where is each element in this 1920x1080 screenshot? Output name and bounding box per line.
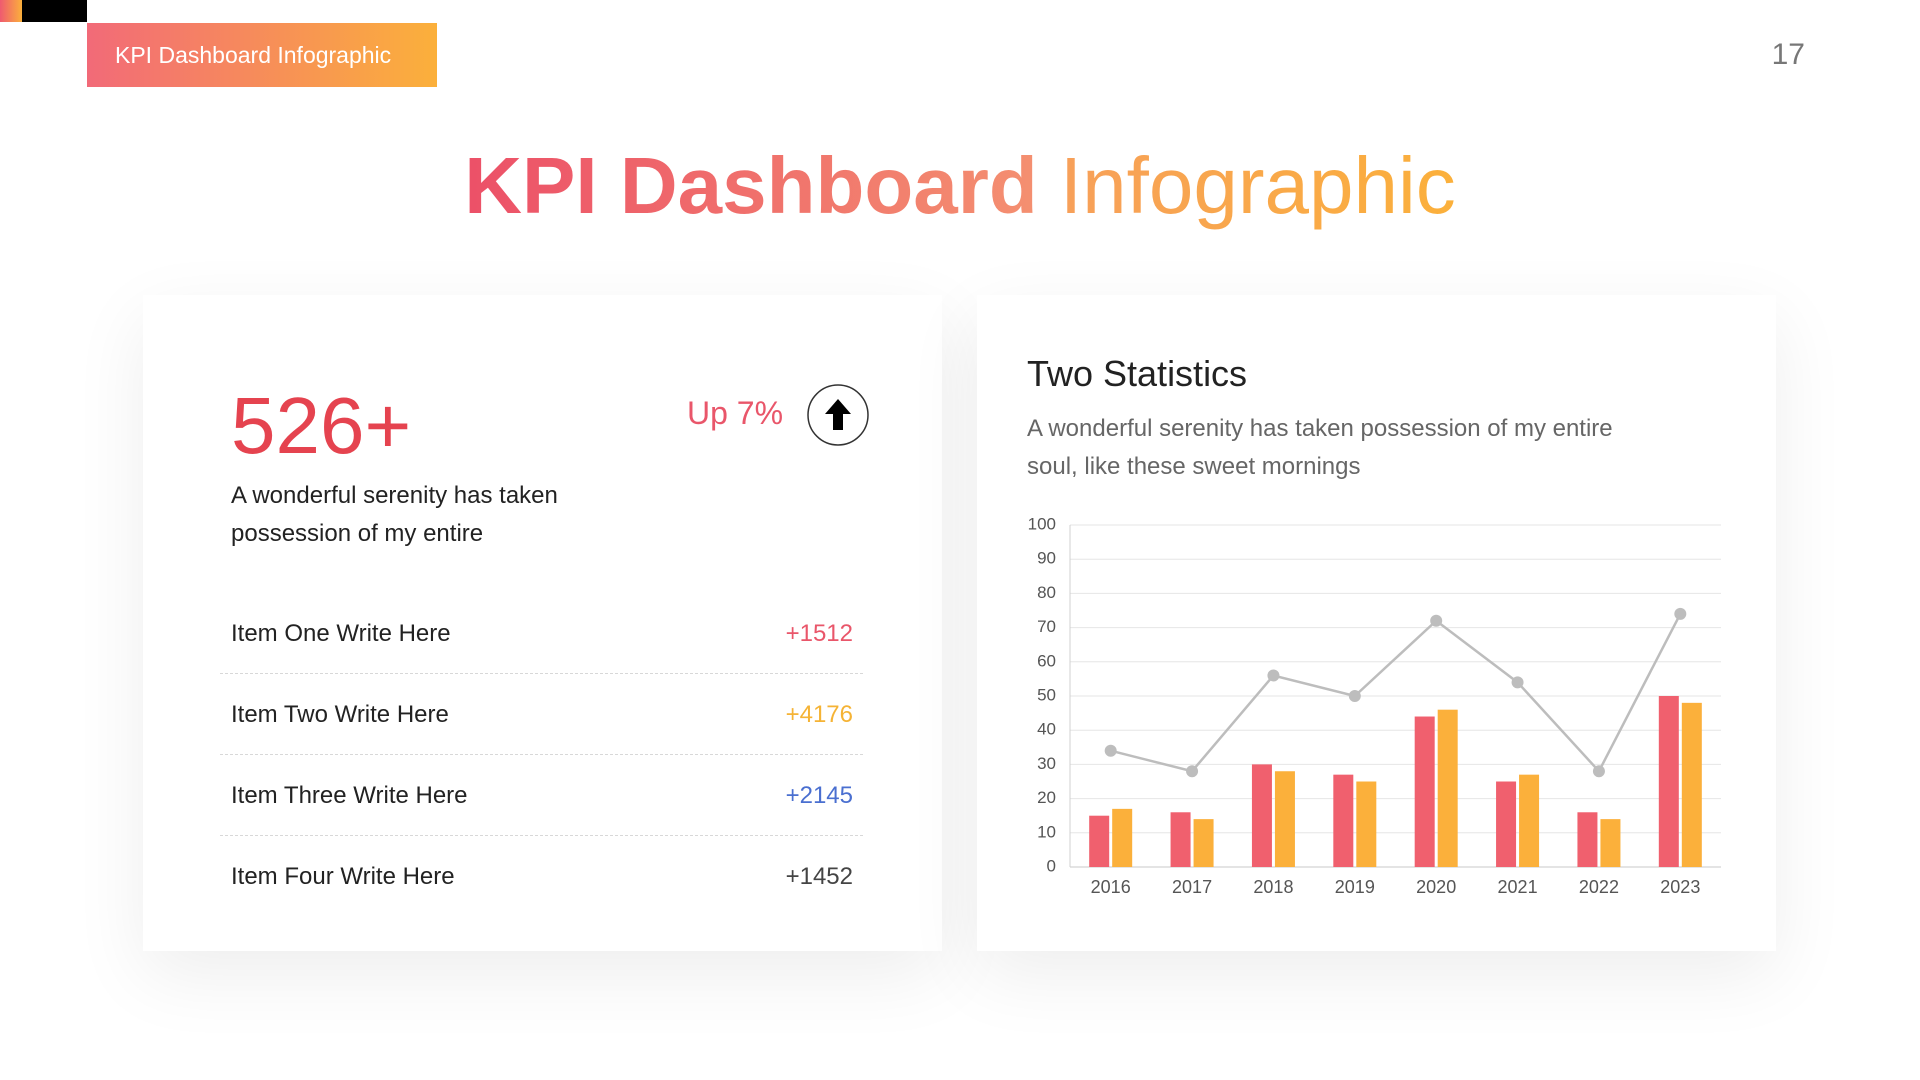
up-arrow-icon — [807, 384, 869, 446]
item-value: +1512 — [785, 620, 853, 647]
bar — [1333, 774, 1354, 867]
title: KPI Dashboard Infographic — [0, 138, 1920, 234]
item-label: Item Three Write Here — [231, 782, 468, 809]
summary-description: possession of my entire — [231, 520, 484, 547]
bar — [1274, 771, 1295, 867]
line-point — [1511, 676, 1524, 689]
bar — [1658, 696, 1679, 867]
bar — [1519, 774, 1540, 867]
line-point — [1267, 669, 1280, 682]
chart-subtitle: soul, like these sweet mornings — [1027, 453, 1361, 480]
item-label: Item Four Write Here — [231, 863, 455, 890]
summary-description: A wonderful serenity has taken — [231, 482, 558, 509]
chart-subtitle: A wonderful serenity has taken possessio… — [1027, 415, 1613, 442]
divider — [220, 754, 863, 755]
y-tick-label: 20 — [1037, 788, 1056, 807]
x-tick-label: 2018 — [1253, 877, 1293, 897]
y-tick-label: 70 — [1037, 617, 1056, 636]
divider — [220, 835, 863, 836]
corner-accent — [0, 0, 22, 22]
summary-figure: 526+ — [231, 381, 412, 470]
bar — [1681, 702, 1702, 867]
y-tick-label: 50 — [1037, 685, 1056, 704]
y-tick-label: 80 — [1037, 583, 1056, 602]
chart-title: Two Statistics — [1027, 353, 1248, 394]
line — [1110, 613, 1682, 774]
x-tick-label: 2023 — [1660, 877, 1700, 897]
item-label: Item Two Write Here — [231, 701, 449, 728]
bar — [1600, 819, 1621, 867]
x-tick-label: 2019 — [1335, 877, 1375, 897]
y-tick-label: 60 — [1037, 651, 1056, 670]
x-tick-label: 2020 — [1416, 877, 1456, 897]
bar — [1170, 812, 1191, 867]
bar — [1437, 709, 1458, 867]
item-value: +4176 — [785, 701, 853, 728]
line-point — [1430, 614, 1443, 627]
y-tick-label: 30 — [1037, 754, 1056, 773]
divider — [220, 673, 863, 674]
bar — [1496, 781, 1517, 867]
bar — [1251, 764, 1272, 867]
bar — [1089, 815, 1110, 867]
x-tick-label: 2021 — [1498, 877, 1538, 897]
y-tick-label: 90 — [1037, 549, 1056, 568]
chart-card: Two Statistics A wonderful serenity has … — [977, 295, 1776, 951]
x-tick-label: 2022 — [1579, 877, 1619, 897]
summary-change: Up 7% — [687, 395, 784, 431]
y-tick-label: 0 — [1047, 856, 1056, 875]
item-value: +2145 — [785, 782, 853, 809]
item-value: +1452 — [785, 863, 853, 890]
title-regular: Infographic — [1059, 141, 1456, 230]
y-tick-label: 40 — [1037, 720, 1056, 739]
bar — [1112, 808, 1133, 867]
x-tick-label: 2016 — [1091, 877, 1131, 897]
page-number: 17 — [1771, 38, 1805, 71]
bar — [1414, 716, 1435, 867]
y-tick-label: 10 — [1037, 822, 1056, 841]
bar — [1356, 781, 1377, 867]
y-tick-label: 100 — [1028, 514, 1056, 533]
header-tag: KPI Dashboard Infographic — [87, 23, 437, 87]
line-point — [1186, 765, 1199, 778]
bar — [1193, 819, 1214, 867]
header-tag-text: KPI Dashboard Infographic — [115, 42, 392, 68]
summary-card: 526+ Up 7% A wonderful serenity has take… — [143, 295, 942, 951]
line-point — [1674, 607, 1687, 620]
title-bold: KPI Dashboard — [464, 141, 1038, 230]
line-point — [1592, 765, 1605, 778]
x-tick-label: 2017 — [1172, 877, 1212, 897]
bar — [1577, 812, 1598, 867]
line-point — [1348, 690, 1361, 702]
line-point — [1104, 744, 1117, 757]
item-label: Item One Write Here — [231, 620, 451, 647]
